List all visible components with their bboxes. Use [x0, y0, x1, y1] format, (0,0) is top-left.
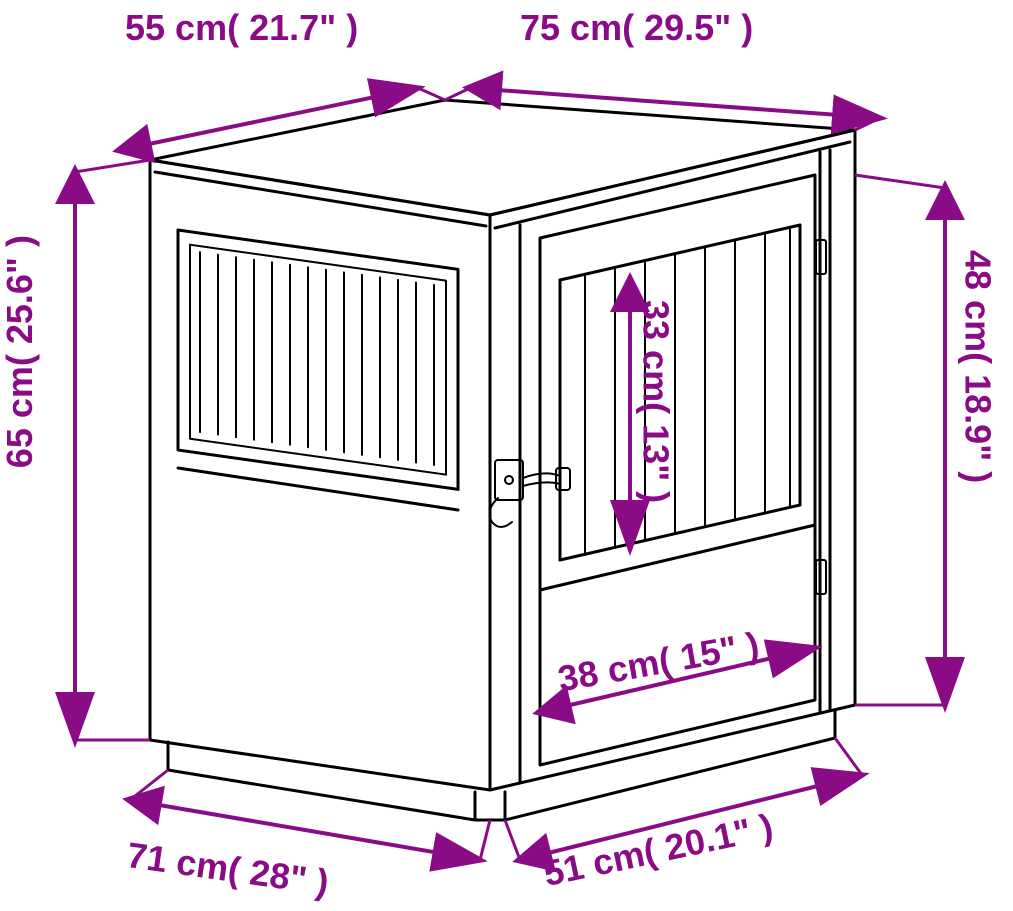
- dim-depth-top-in: ( 21.7" ): [227, 7, 358, 48]
- dim-door-height-in: ( 13" ): [636, 402, 677, 503]
- dim-height-left-in: ( 25.6" ): [0, 235, 40, 366]
- dim-height-left-cm: 65 cm: [0, 366, 40, 468]
- dim-width-top-cm: 75 cm: [520, 7, 622, 48]
- dim-depth-top: 55 cm( 21.7" ): [125, 8, 358, 48]
- diagram-stage: 55 cm( 21.7" ) 75 cm( 29.5" ) 65 cm( 25.…: [0, 0, 1013, 911]
- dim-height-left: 65 cm( 25.6" ): [0, 235, 40, 468]
- dim-depth-top-cm: 55 cm: [125, 7, 227, 48]
- dimension-lines: [0, 0, 1013, 911]
- dim-door-height: 33 cm( 13" ): [636, 300, 676, 503]
- dim-height-right-cm: 48 cm: [958, 250, 999, 352]
- dim-width-top-in: ( 29.5" ): [622, 7, 753, 48]
- dim-width-top: 75 cm( 29.5" ): [520, 8, 753, 48]
- dim-height-right: 48 cm( 18.9" ): [958, 250, 998, 483]
- dim-height-right-in: ( 18.9" ): [958, 352, 999, 483]
- dim-door-height-cm: 33 cm: [636, 300, 677, 402]
